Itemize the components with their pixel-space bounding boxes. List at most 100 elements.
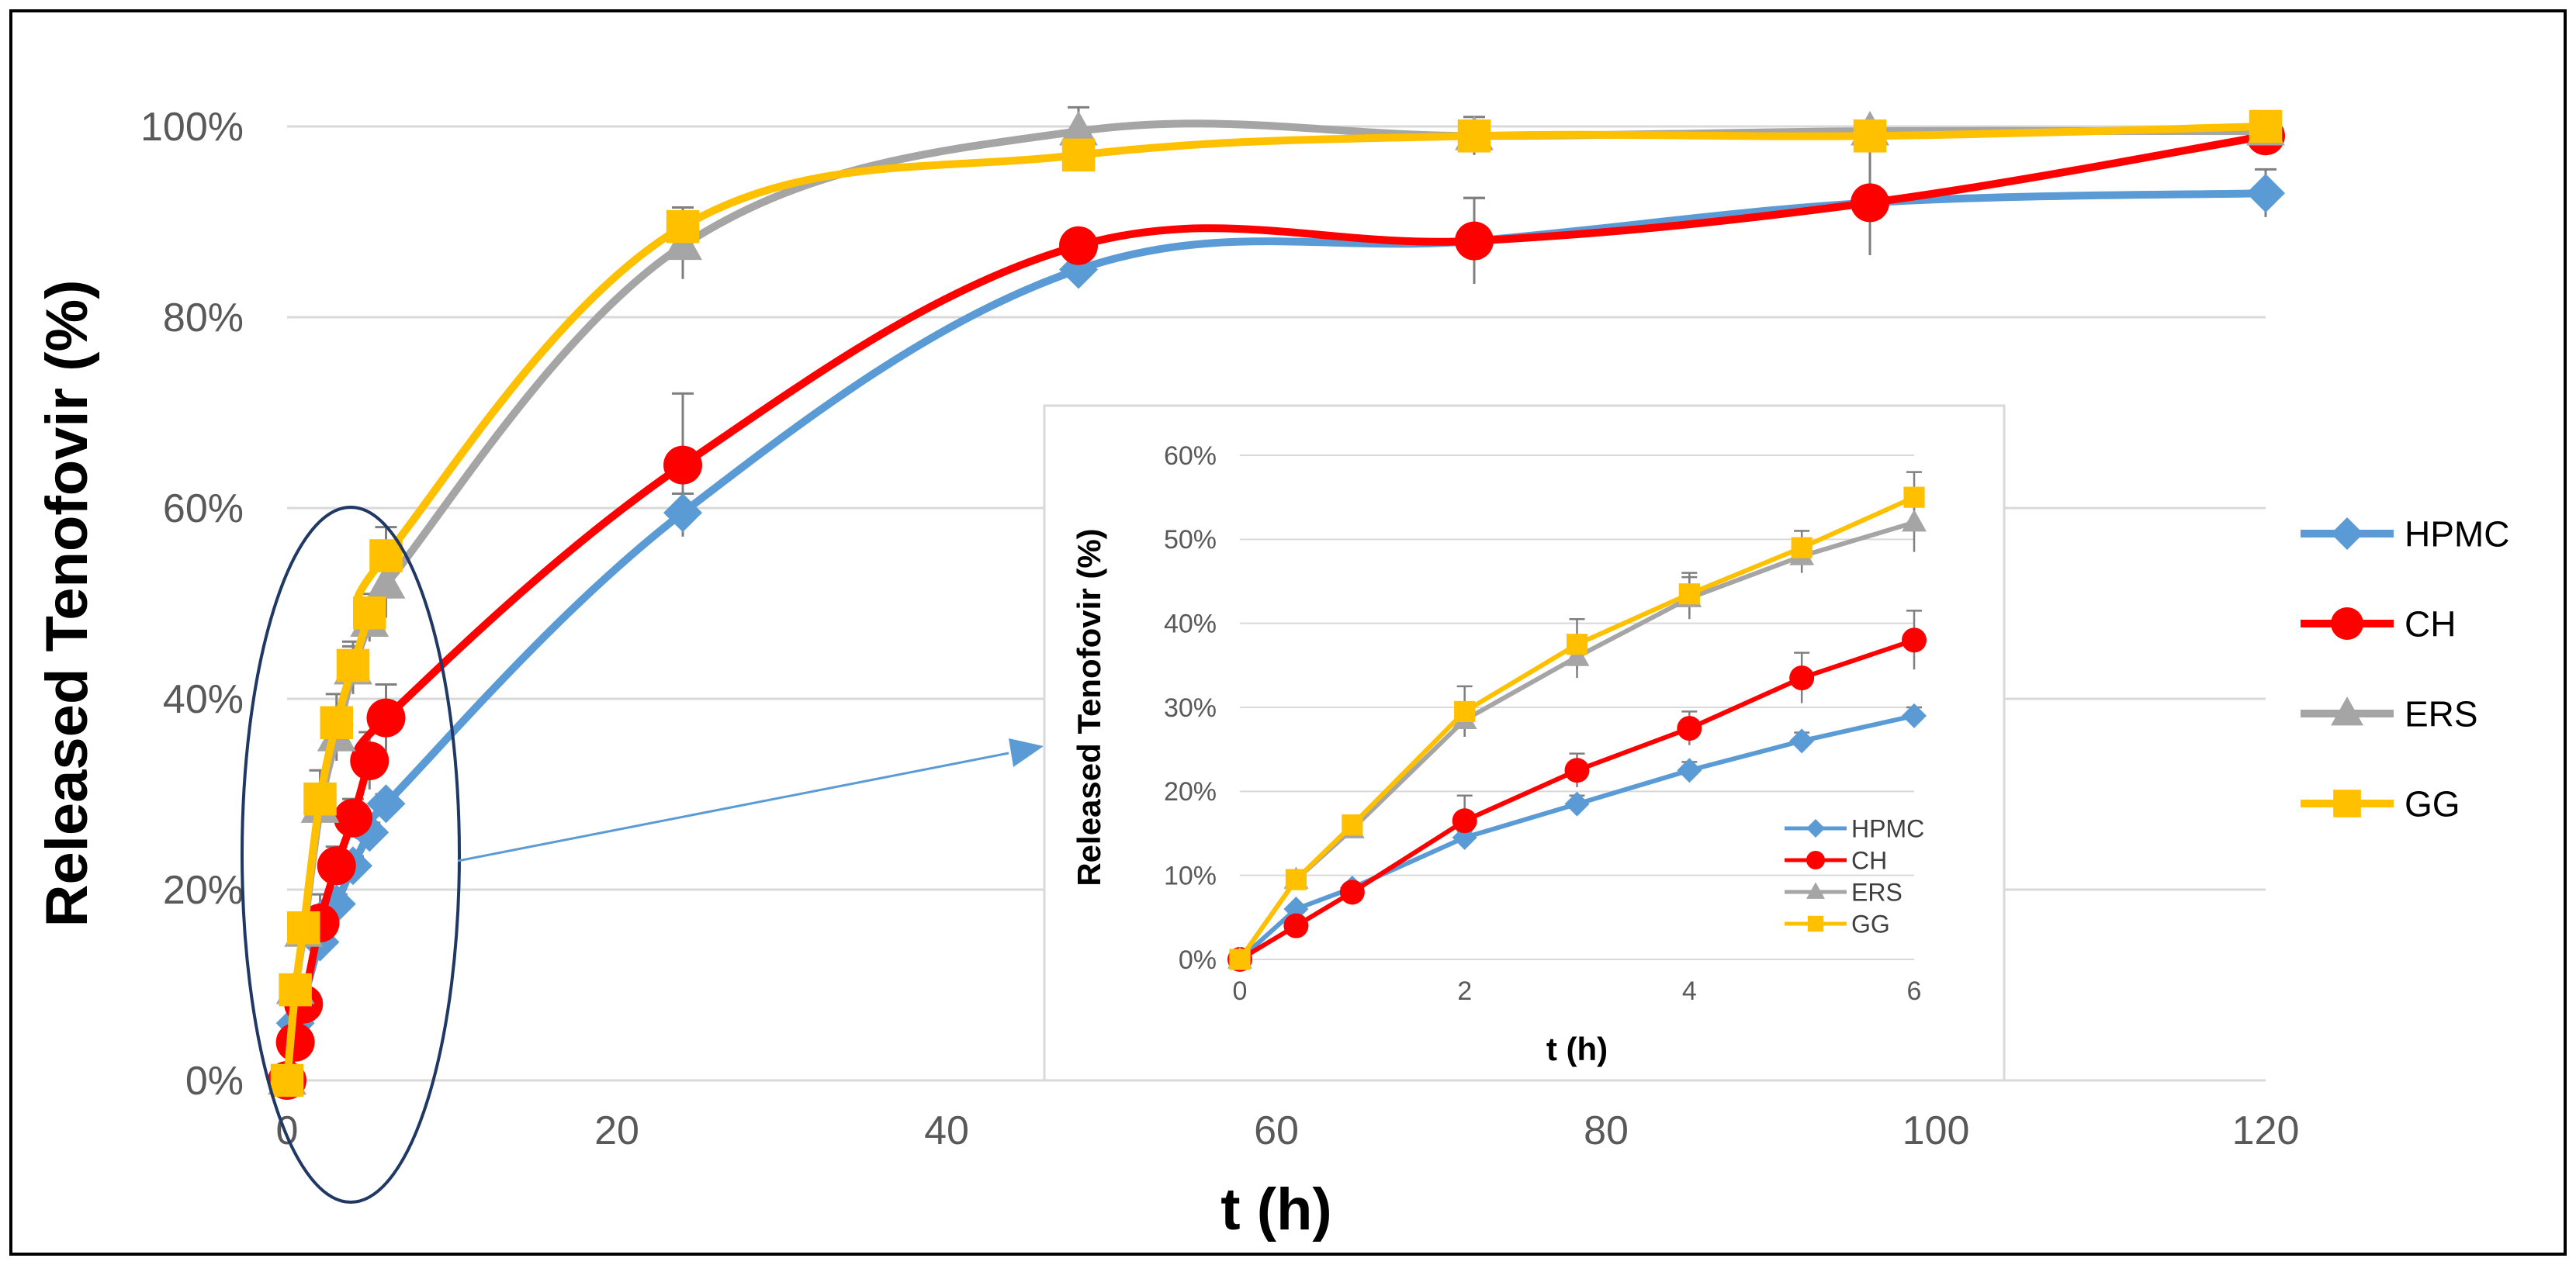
y-axis-title: Released Tenofovir (%) [34, 280, 100, 928]
data-point-ch [1677, 716, 1702, 741]
data-point-gg [287, 911, 320, 945]
data-point-gg [1566, 634, 1588, 655]
x-tick-label: 20 [594, 1108, 639, 1153]
legend-marker-ers [1806, 882, 1825, 899]
x-tick-label: 100 [1903, 1108, 1970, 1153]
data-point-gg [353, 596, 386, 630]
y-tick-label: 40% [1164, 610, 1217, 639]
data-point-gg [1457, 119, 1491, 153]
data-point-gg [1853, 119, 1887, 153]
data-point-gg [336, 648, 370, 683]
legend-label-gg: GG [1851, 911, 1890, 938]
data-point-gg [666, 209, 700, 244]
y-tick-label: 50% [1164, 525, 1217, 555]
data-point-hpmc [2246, 174, 2285, 213]
legend-label-ers: ERS [1851, 879, 1903, 907]
y-tick-label: 100% [140, 105, 244, 150]
data-point-gg [303, 782, 337, 816]
data-point-ch [1564, 758, 1590, 783]
zoom-ellipse [241, 506, 461, 1204]
series-line-gg [283, 123, 2270, 1084]
inset-chart: 0% 10% 20% 30% 40% 50% 60% 0 2 4 6 t (h) Released Te… [1043, 404, 2006, 1082]
data-point-ch [1283, 913, 1309, 938]
y-tick-label: 30% [1164, 693, 1217, 723]
data-point-gg [1229, 949, 1251, 970]
legend-label-ch: CH [2405, 604, 2456, 645]
data-point-gg [1061, 138, 1096, 172]
data-point-ch [334, 798, 372, 838]
data-point-gg [320, 706, 353, 739]
x-axis-title: t (h) [1546, 1031, 1608, 1067]
data-point-gg [1285, 869, 1307, 890]
y-tick-label: 60% [163, 486, 244, 531]
data-point-gg [369, 539, 403, 572]
data-point-gg [1791, 537, 1813, 558]
legend-label-hpmc: HPMC [2405, 514, 2509, 555]
data-point-ch [1452, 808, 1477, 834]
zoom-arrow-head [1009, 738, 1044, 767]
data-point-ers [1902, 509, 1927, 532]
data-point-gg [1454, 700, 1476, 723]
data-point-ers [1564, 644, 1590, 666]
zoom-arrow-line [457, 752, 1009, 862]
data-point-gg [279, 973, 312, 1007]
data-point-ch [1455, 221, 1494, 261]
legend-label-gg: GG [2405, 784, 2460, 824]
inset-plot-area [1043, 404, 2006, 1082]
data-point-gg [1678, 583, 1700, 605]
y-tick-label: 60% [1164, 441, 1217, 471]
x-tick-label: 80 [1584, 1108, 1629, 1153]
data-point-ers [1059, 110, 1098, 146]
zoom-annotation [241, 506, 1044, 1204]
legend-label-ch: CH [1851, 847, 1887, 875]
x-tick-label: 2 [1457, 976, 1472, 1006]
data-point-hpmc [366, 784, 406, 824]
data-point-ch [350, 741, 390, 780]
legend-marker-ers [2331, 696, 2363, 726]
legend-marker-hpmc [2331, 517, 2363, 550]
data-point-hpmc [1564, 791, 1590, 817]
x-tick-label: 120 [2232, 1108, 2300, 1153]
data-point-ch [1339, 880, 1365, 905]
data-point-ch [1789, 665, 1815, 691]
x-tick-label: 4 [1682, 976, 1697, 1006]
data-point-hpmc [1789, 728, 1815, 754]
data-point-gg [1342, 814, 1363, 836]
x-tick-label: 60 [1254, 1108, 1299, 1153]
x-tick-label: 40 [924, 1108, 969, 1153]
data-point-hpmc [1902, 703, 1927, 728]
legend-marker-ch [2331, 607, 2363, 640]
data-point-ch [1059, 226, 1098, 265]
legend-label-hpmc: HPMC [1851, 815, 1924, 843]
data-point-ch [275, 1022, 315, 1062]
y-tick-label: 0% [185, 1059, 244, 1104]
data-point-gg [270, 1063, 304, 1097]
legend-marker-gg [1807, 915, 1824, 932]
legend-marker-gg [2333, 790, 2361, 817]
data-point-ch [317, 846, 356, 886]
x-axis-title: t (h) [1220, 1177, 1331, 1243]
series-line-hpmc [1238, 713, 1916, 962]
y-tick-label: 0% [1179, 945, 1217, 975]
legend-label-ers: ERS [2405, 694, 2478, 734]
legend-marker-hpmc [1806, 819, 1825, 838]
data-point-ch [1902, 627, 1927, 653]
data-point-gg [1903, 486, 1925, 508]
data-point-gg [2249, 109, 2283, 143]
y-tick-label: 20% [1164, 777, 1217, 807]
x-tick-label: 6 [1907, 976, 1922, 1006]
legend-marker-ch [1806, 851, 1825, 869]
data-point-hpmc [1677, 758, 1702, 783]
y-tick-label: 80% [163, 296, 244, 340]
y-tick-label: 20% [163, 868, 244, 913]
data-point-ch [1851, 183, 1889, 223]
y-axis-title: Released Tenofovir (%) [1071, 528, 1107, 886]
data-point-ch [366, 698, 406, 738]
data-point-ers [366, 564, 406, 599]
data-point-hpmc [663, 493, 702, 533]
data-point-ch [663, 445, 702, 485]
y-tick-label: 40% [163, 677, 244, 722]
y-tick-label: 10% [1164, 862, 1217, 891]
